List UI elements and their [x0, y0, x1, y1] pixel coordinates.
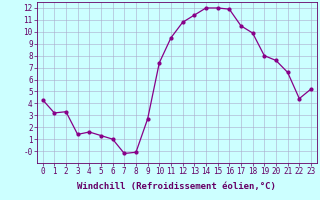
- X-axis label: Windchill (Refroidissement éolien,°C): Windchill (Refroidissement éolien,°C): [77, 182, 276, 191]
